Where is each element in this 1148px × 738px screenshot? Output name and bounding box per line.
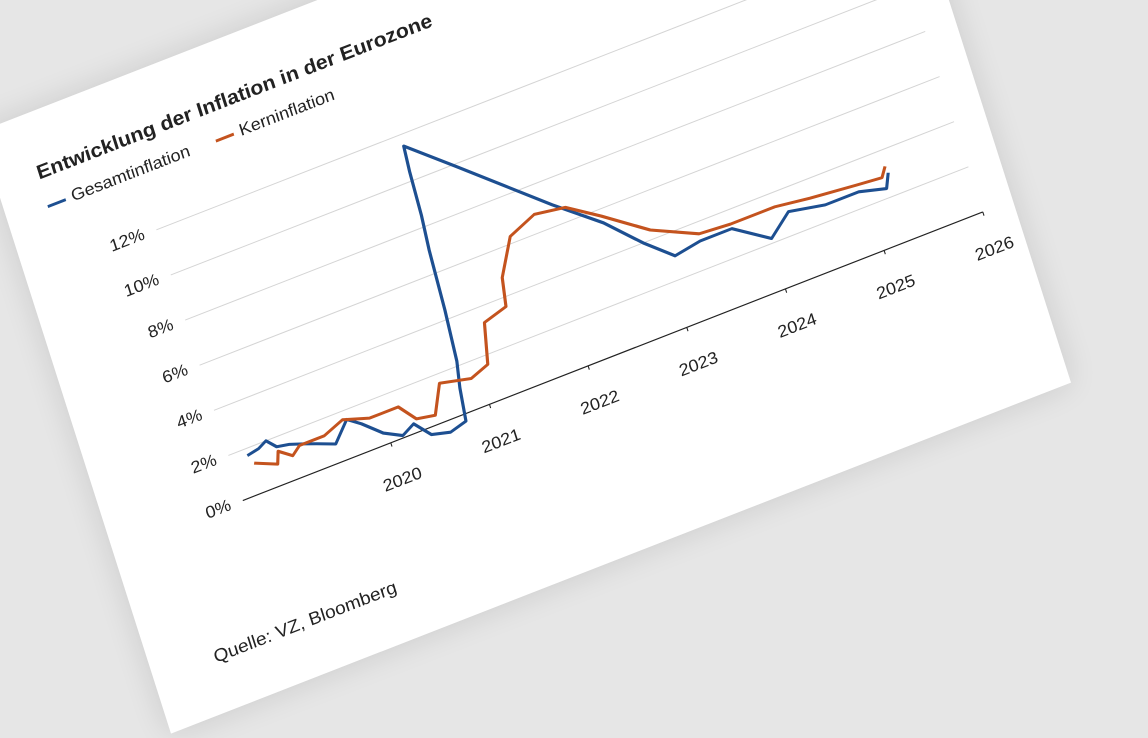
x-tick — [587, 365, 590, 370]
y-tick-label: 2% — [189, 450, 219, 478]
source: Quelle: VZ, Bloomberg — [211, 576, 399, 666]
y-tick-label: 4% — [174, 405, 204, 433]
series-line — [246, 144, 890, 457]
grid-line — [156, 0, 897, 231]
series-line — [253, 166, 887, 466]
x-tick-label: 2024 — [775, 309, 819, 342]
legend-swatch — [47, 198, 67, 209]
zero-line — [242, 211, 983, 502]
x-tick — [883, 250, 886, 255]
grid-line — [199, 76, 940, 366]
x-tick-label: 2022 — [578, 386, 622, 419]
x-tick-label: 2025 — [874, 270, 918, 303]
x-tick-label: 2026 — [973, 232, 1017, 265]
x-tick-label: 2021 — [479, 424, 523, 457]
x-tick-label: 2023 — [677, 347, 721, 380]
x-tick — [488, 404, 492, 409]
x-tick-label: 2020 — [381, 463, 425, 496]
legend-swatch — [215, 132, 235, 143]
y-tick-label: 0% — [203, 495, 233, 523]
y-tick-label: 12% — [107, 224, 147, 255]
x-tick — [784, 288, 788, 293]
x-tick — [686, 327, 689, 332]
chart: Entwicklung der Inflation in der Eurozon… — [34, 0, 1017, 667]
y-tick-label: 6% — [160, 359, 190, 387]
x-tick — [390, 442, 393, 447]
chart-card: Entwicklung der Inflation in der Eurozon… — [0, 0, 1071, 734]
x-tick — [982, 211, 985, 216]
chart-title: Entwicklung der Inflation in der Eurozon… — [34, 9, 435, 184]
grid-line — [228, 166, 969, 456]
grid-line — [213, 121, 955, 411]
grid-line — [170, 0, 911, 276]
grid-line — [185, 30, 926, 321]
page: Entwicklung der Inflation in der Eurozon… — [0, 0, 1071, 734]
y-tick-label: 10% — [121, 269, 161, 300]
y-tick-label: 8% — [145, 314, 175, 342]
